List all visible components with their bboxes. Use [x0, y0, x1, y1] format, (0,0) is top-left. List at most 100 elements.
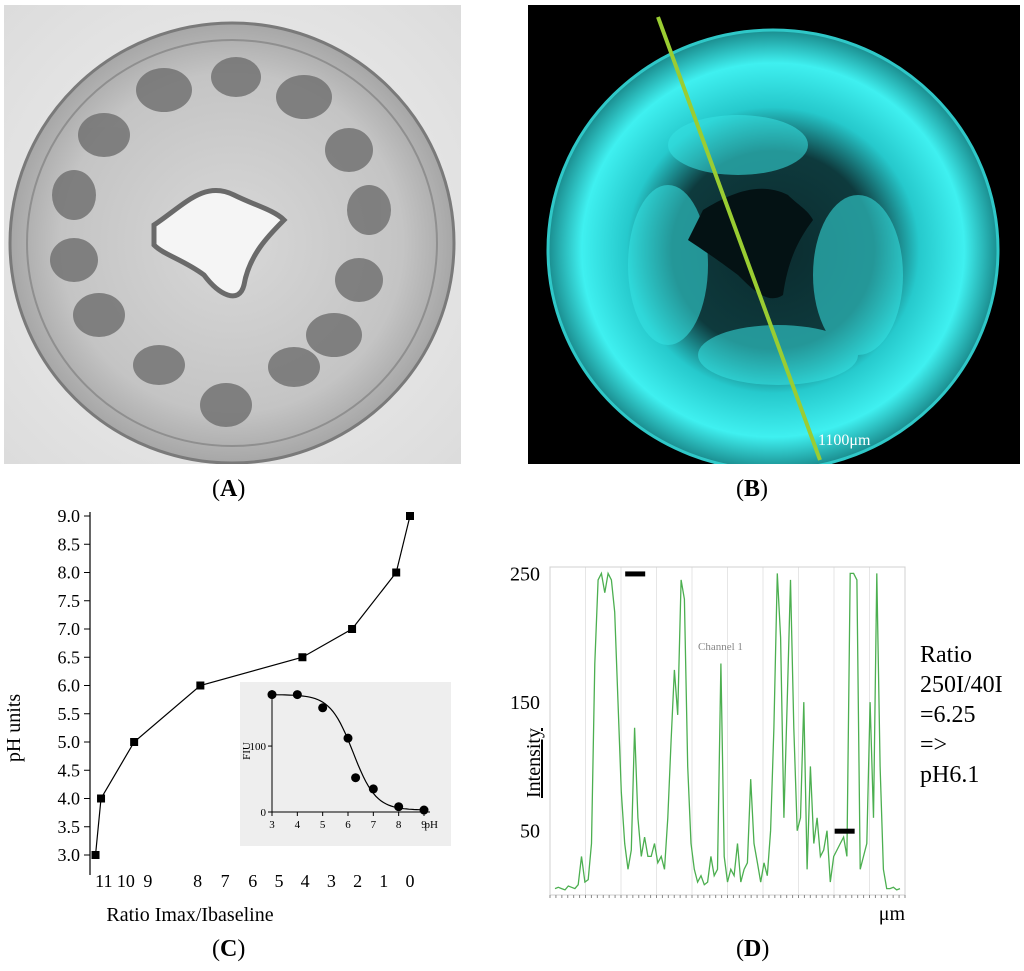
d-profile-line: [554, 571, 901, 891]
c-ylabel: pH units: [3, 694, 25, 763]
inset-data-point: [267, 690, 277, 700]
c-x-tick-label: 9: [143, 871, 152, 891]
c-y-tick-label: 5.5: [58, 704, 81, 724]
panel-b-label-letter: B: [744, 476, 761, 502]
scan-line: [656, 16, 822, 461]
ratio-line-1: Ratio: [920, 642, 972, 668]
d-ticks: 250 150 50: [510, 563, 906, 898]
inset-x-tick-label: 6: [345, 819, 351, 831]
ratio-line-4: =>: [920, 732, 948, 758]
lumen-dark: [688, 188, 813, 299]
panel-b-label-close: ): [760, 476, 769, 502]
c-y-tick-label: 5.0: [58, 732, 81, 752]
inset-data-point: [368, 784, 378, 794]
panel-c-label-open: (: [212, 936, 220, 962]
inset-data-point: [419, 805, 429, 815]
panel-d-label: (D): [736, 936, 769, 963]
c-y-tick-label: 3.0: [58, 845, 81, 865]
c-series-line: [94, 515, 411, 856]
inset-x-tick-label: 3: [269, 819, 275, 831]
inset-y-tick-label: 100: [250, 741, 267, 753]
c-data-point: [298, 653, 307, 662]
inset-y-tick-label: 0: [261, 807, 267, 819]
inset-data-point: [318, 703, 328, 713]
panel-b-label-open: (: [736, 476, 744, 502]
c-x-tick-label: 4: [301, 871, 310, 891]
c-x-tick-label: 10: [117, 871, 135, 891]
lumen: [151, 188, 288, 299]
c-x-tick-label: 5: [274, 871, 283, 891]
panel-a-drawing: [4, 5, 461, 464]
panel-a-label: (A): [212, 476, 245, 503]
inset-data-point: [292, 690, 302, 700]
c-y-tick-label: 7.5: [58, 591, 81, 611]
panel-d-label-letter: D: [744, 936, 762, 962]
inset-data-point: [394, 802, 404, 812]
c-x-tick-label: 6: [248, 871, 257, 891]
c-ticks: 3.0 3.5 4.0 4.5 5.0 5.5 6.0 6.5 7.0 7.5 8.0 8.5 9.0 1…: [58, 506, 415, 891]
c-data-point: [406, 512, 414, 520]
c-data-point: [196, 681, 205, 690]
d-grid: [549, 566, 906, 896]
c-x-tick-label: 0: [406, 871, 415, 891]
panel-d-label-close: ): [761, 936, 770, 962]
c-data-point: [130, 738, 139, 746]
inset-x-tick-label: 4: [295, 819, 301, 831]
c-x-tick-label: 7: [221, 871, 230, 891]
c-y-tick-label: 7.0: [58, 619, 81, 639]
panel-a-label-letter: A: [220, 476, 238, 502]
d-marker-bar: [625, 571, 646, 577]
d-legend: Channel 1: [698, 641, 743, 653]
inset-ylabel: FIU: [241, 742, 253, 760]
inset-xlabel: pH: [425, 819, 439, 831]
c-data-point: [91, 851, 100, 859]
c-y-tick-label: 9.0: [58, 506, 81, 526]
c-x-tick-label: 8: [193, 871, 202, 891]
inset-background: [240, 682, 451, 846]
c-series: [91, 512, 414, 859]
panel-b-drawing: 1100μm: [528, 5, 1020, 464]
c-x-tick-label: 11: [95, 871, 112, 891]
inset-x-tick-label: 5: [320, 819, 326, 831]
d-series: [554, 571, 901, 891]
panel-d-label-open: (: [736, 936, 744, 962]
panel-c-label-letter: C: [220, 936, 238, 962]
panel-a-label-close: ): [237, 476, 246, 502]
inset-data-point: [343, 733, 353, 743]
panel-b-image: 1100μm: [528, 5, 1020, 464]
ratio-line-3: =6.25: [920, 702, 976, 728]
c-y-tick-label: 8.5: [58, 534, 81, 554]
c-y-tick-label: 6.5: [58, 647, 81, 667]
panel-c-chart: 3.0 3.5 4.0 4.5 5.0 5.5 6.0 6.5 7.0 7.5 8.0 8.5 9.0 1…: [3, 506, 451, 926]
c-x-tick-label: 3: [327, 871, 336, 891]
c-y-tick-label: 6.0: [58, 676, 81, 696]
scale-text: 1100μm: [818, 432, 871, 449]
c-y-tick-label: 4.5: [58, 760, 81, 780]
ratio-line-2: 250I/40I: [920, 672, 1003, 698]
inset-x-tick-label: 7: [371, 819, 377, 831]
d-marker-bar: [834, 828, 855, 834]
panel-d-chart: 250 150 50 Channel 1 Intensity μm: [510, 563, 906, 925]
ratio-line-5: pH6.1: [920, 762, 980, 788]
inset-data-point: [351, 773, 361, 783]
panel-d-ratio-text: Ratio 250I/40I =6.25 => pH6.1: [920, 640, 1003, 790]
d-y-tick-label: 150: [510, 692, 540, 714]
panel-c-label: (C): [212, 936, 245, 963]
c-y-tick-label: 8.0: [58, 563, 81, 583]
panel-a-label-open: (: [212, 476, 220, 502]
c-x-tick-label: 2: [353, 871, 362, 891]
c-xlabel: Ratio Imax/Ibaseline: [106, 904, 273, 926]
inset-x-tick-label: 9: [421, 819, 427, 831]
d-y-tick-label: 250: [510, 563, 540, 585]
d-ylabel: Intensity: [523, 728, 545, 798]
d-y-tick-label: 50: [520, 821, 540, 843]
c-y-tick-label: 3.5: [58, 817, 81, 837]
c-y-tick-label: 4.0: [58, 789, 81, 809]
panel-a-image: [4, 5, 461, 464]
panel-c-label-close: ): [237, 936, 246, 962]
c-data-point: [392, 568, 401, 577]
c-data-point: [348, 625, 357, 633]
c-x-tick-label: 1: [379, 871, 388, 891]
inset-x-tick-label: 8: [396, 819, 402, 831]
